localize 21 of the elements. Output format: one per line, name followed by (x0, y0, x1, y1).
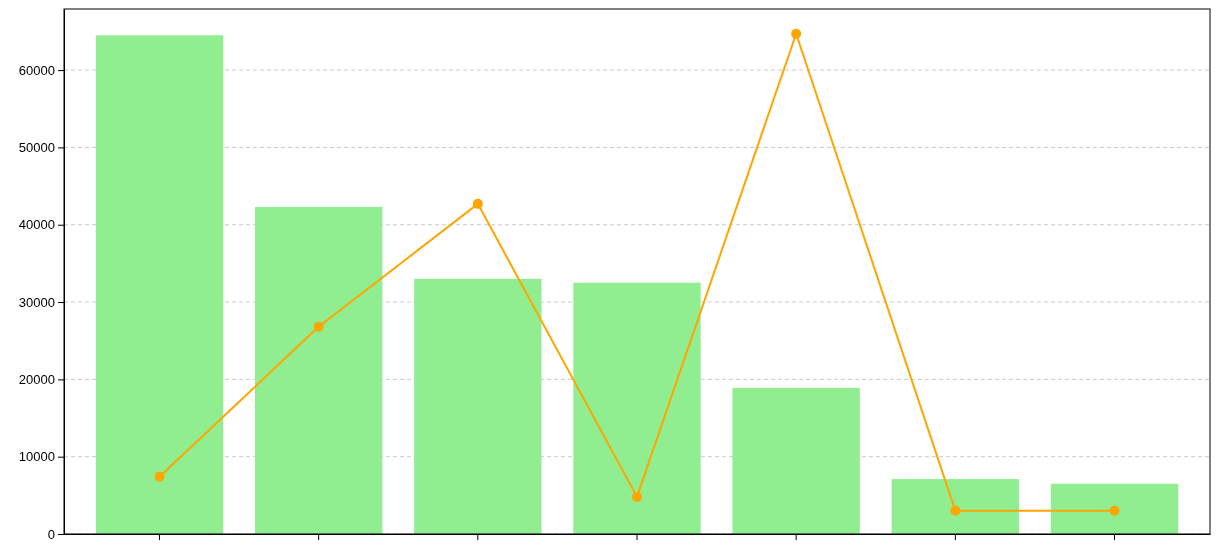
y-tick-label: 30000 (18, 294, 55, 310)
point (472, 198, 483, 209)
point (791, 28, 802, 39)
y-tick-label: 0 (47, 526, 55, 542)
y-tick-label: 50000 (18, 140, 55, 156)
point (632, 491, 642, 502)
y-tick-label: 40000 (18, 217, 55, 233)
bar (732, 387, 860, 534)
bar (95, 35, 224, 534)
bar (1050, 483, 1179, 534)
point (313, 321, 324, 332)
y-tick-label: 60000 (18, 62, 55, 78)
point (1109, 505, 1120, 516)
bar (414, 278, 542, 534)
bar (255, 206, 383, 534)
y-tick-label: 20000 (18, 372, 55, 388)
bar (573, 282, 701, 534)
point (950, 505, 961, 516)
bar (891, 479, 1019, 534)
y-tick-label: 10000 (18, 449, 55, 465)
point (154, 471, 165, 482)
